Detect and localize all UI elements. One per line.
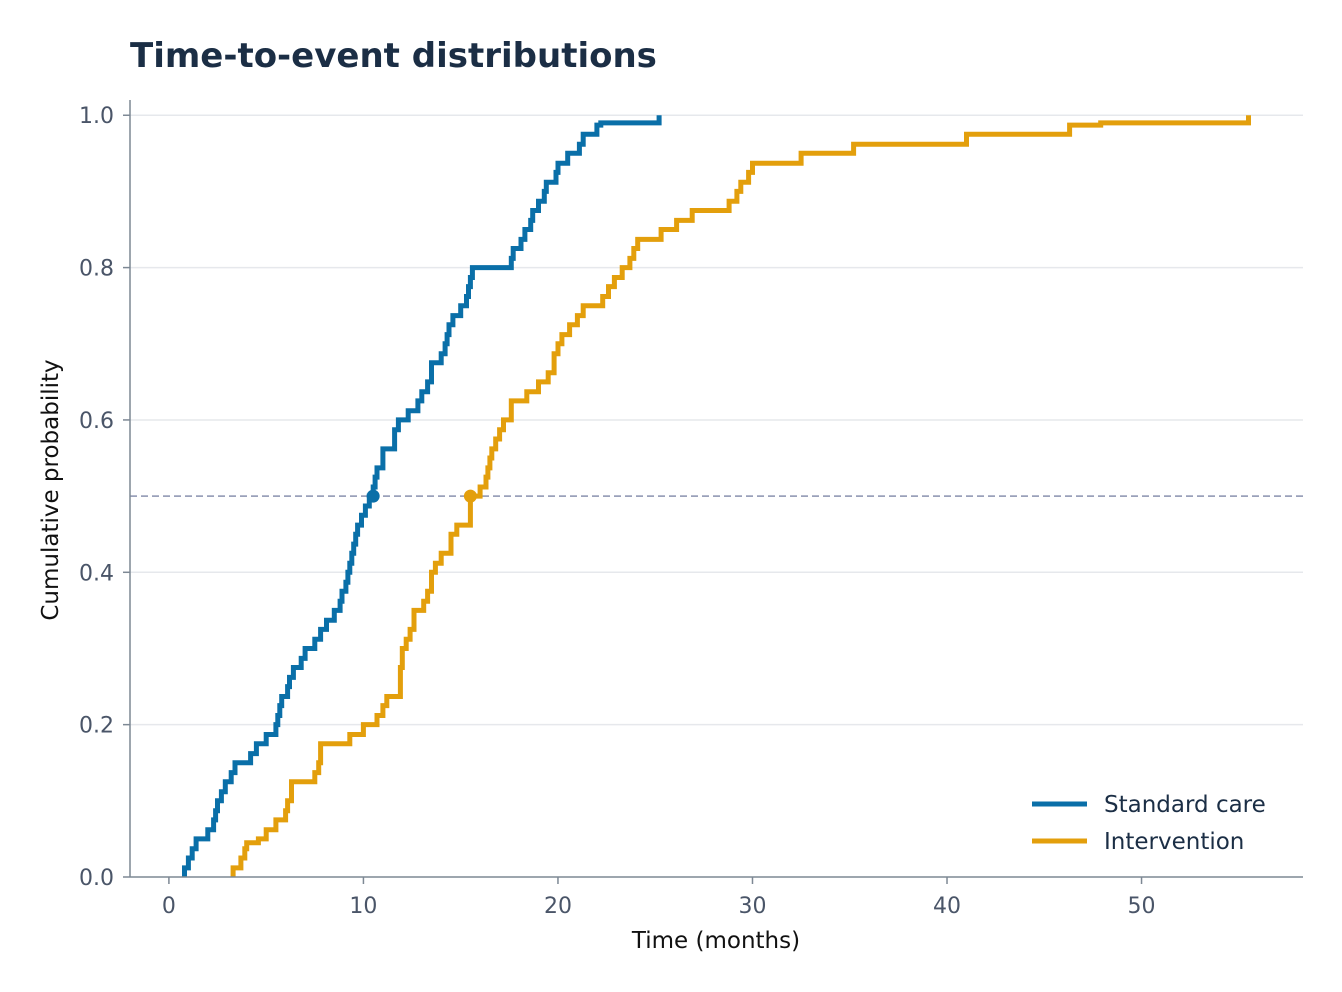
series-line-intervention bbox=[230, 115, 1251, 877]
y-tick-label-2: 0.4 bbox=[79, 561, 114, 586]
tick-labels: 0 10 20 30 40 50 0.0 0.2 0.4 0.6 0.8 1.0 bbox=[79, 104, 1156, 919]
x-tick-label-1: 10 bbox=[349, 894, 377, 919]
x-tick-label-0: 0 bbox=[162, 894, 176, 919]
x-tick-label-4: 40 bbox=[933, 894, 961, 919]
grid-lines bbox=[130, 114, 1303, 726]
chart-title: Time-to-event distributions bbox=[130, 36, 657, 76]
axes bbox=[123, 100, 1303, 884]
y-tick-label-0: 0.0 bbox=[79, 866, 114, 891]
median-point-standard-care bbox=[366, 489, 380, 503]
x-tick-label-2: 20 bbox=[544, 894, 572, 919]
series-line-standard-care bbox=[182, 115, 662, 877]
x-axis-label: Time (months) bbox=[631, 928, 800, 954]
legend: Standard care Intervention bbox=[1032, 792, 1266, 855]
legend-label-intervention: Intervention bbox=[1104, 829, 1244, 855]
y-tick-label-5: 1.0 bbox=[79, 104, 114, 129]
y-axis-label: Cumulative probability bbox=[38, 359, 64, 620]
median-point-intervention bbox=[463, 489, 477, 503]
y-tick-label-3: 0.6 bbox=[79, 409, 114, 434]
y-tick-label-1: 0.2 bbox=[79, 714, 114, 739]
series-lines bbox=[182, 115, 1251, 877]
x-tick-label-3: 30 bbox=[738, 894, 766, 919]
x-tick-label-5: 50 bbox=[1128, 894, 1156, 919]
y-tick-label-4: 0.8 bbox=[79, 257, 114, 282]
legend-label-standard-care: Standard care bbox=[1104, 792, 1266, 818]
